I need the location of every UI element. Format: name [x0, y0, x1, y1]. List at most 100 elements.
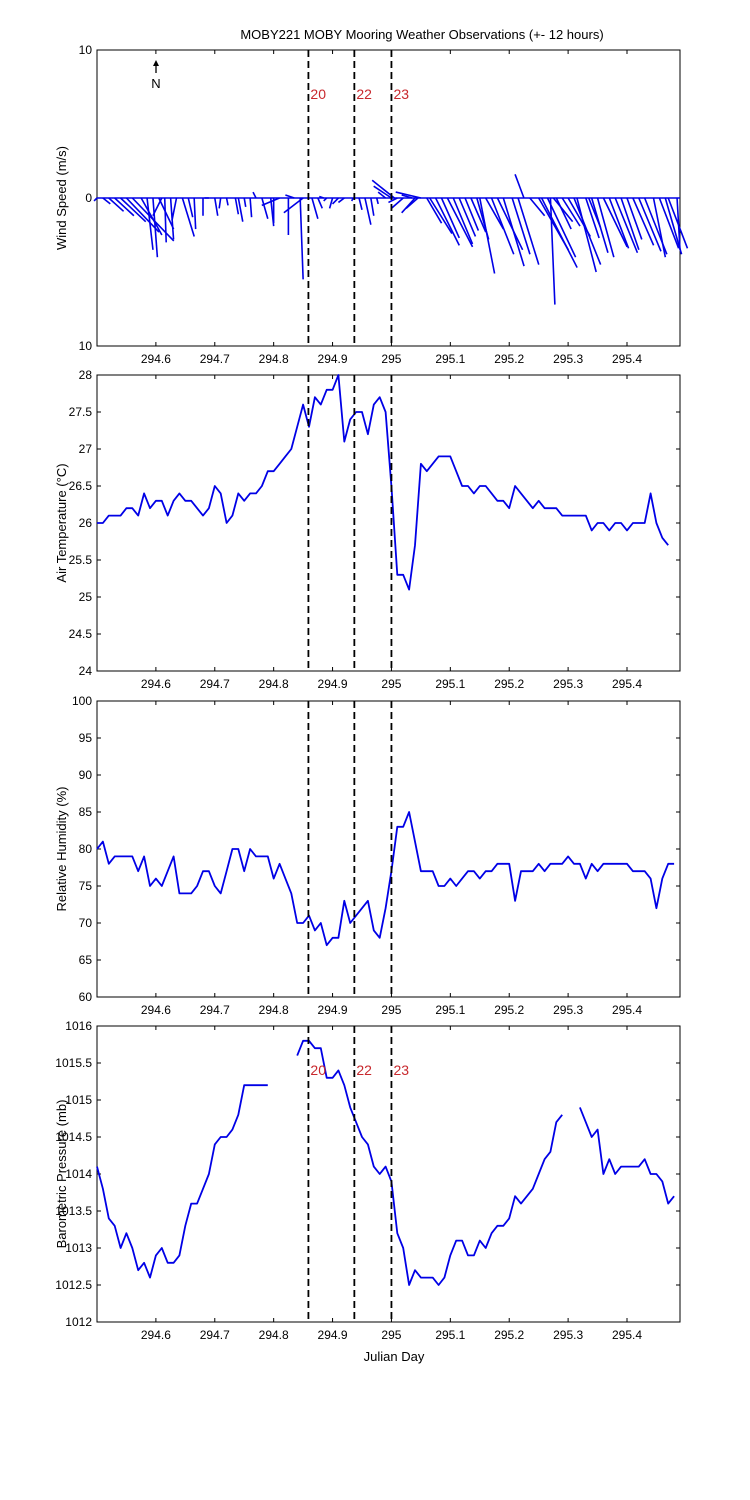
wind-vector — [319, 195, 324, 199]
x-tick-label: 295.2 — [494, 677, 524, 691]
y-tick-label: 26 — [79, 516, 93, 530]
x-tick-label: 295.1 — [435, 1328, 465, 1342]
wind-vector — [426, 197, 443, 224]
wind-vector — [337, 197, 345, 204]
wind-vector — [632, 197, 655, 246]
x-tick-label: 295.2 — [494, 1328, 524, 1342]
y-tick-label: 95 — [79, 731, 93, 745]
wind-vector — [283, 197, 304, 214]
pressure-panel: 294.6 294.7 294.8 294.9 295 295.1 295.2 295.3 29… — [54, 1019, 681, 1342]
y-tick-label: 1014.5 — [55, 1130, 92, 1144]
wind-vector — [614, 197, 639, 254]
wind-vector — [608, 197, 630, 249]
x-tick-label: 295 — [381, 1003, 401, 1017]
wind-vector — [484, 197, 505, 230]
x-tick-label: 295.3 — [553, 352, 583, 366]
x-tick-label: 295.3 — [553, 1003, 583, 1017]
y-axis-label: Air Temperature (°C) — [54, 463, 69, 582]
x-tick-label: 295 — [381, 352, 401, 366]
y-tick-label: 1016 — [65, 1019, 92, 1033]
wind-vector — [502, 197, 525, 267]
y-tick-label: 1012 — [65, 1315, 92, 1329]
wind-vector — [114, 197, 135, 217]
wind-vector — [658, 197, 680, 249]
wind-vector — [234, 197, 240, 215]
series-line — [97, 374, 669, 591]
wind-vector — [620, 197, 640, 251]
x-tick-label: 295.4 — [612, 677, 642, 691]
wind-vector — [458, 197, 477, 237]
y-tick-label: 24.5 — [69, 627, 93, 641]
wind-vector — [470, 197, 487, 233]
wind-vector — [540, 197, 578, 268]
x-tick-label: 294.8 — [259, 1003, 289, 1017]
y-tick-label: 85 — [79, 805, 93, 819]
wind-vector — [218, 197, 222, 209]
wind-vector — [405, 197, 419, 209]
wind-vector — [171, 197, 178, 221]
wind-vector — [573, 197, 602, 265]
x-tick-label: 294.6 — [141, 1003, 171, 1017]
y-axis-label: Barometric Pressure (mb) — [54, 1100, 69, 1249]
y-axis-label: Relative Humidity (%) — [54, 787, 69, 912]
wind-vector — [237, 197, 244, 222]
wind-vector — [364, 197, 372, 225]
y-tick-label: 100 — [72, 694, 92, 708]
y-tick-label: 80 — [79, 842, 93, 856]
event-marker-label: 20 — [310, 1062, 326, 1078]
event-marker-label: 23 — [393, 1062, 409, 1078]
wind-vector — [561, 197, 581, 227]
wind-vector — [590, 197, 609, 253]
x-tick-label: 295.4 — [612, 1003, 642, 1017]
wind-vector — [370, 197, 375, 216]
wind-vector — [446, 197, 474, 248]
y-tick-label: 1012.5 — [55, 1278, 92, 1292]
x-tick-label: 294.9 — [318, 1003, 348, 1017]
y-axis-label: Wind Speed (m/s) — [54, 146, 69, 250]
wind-vector — [375, 197, 379, 205]
y-tick-label: 27.5 — [69, 405, 93, 419]
event-marker-label: 23 — [393, 86, 409, 102]
wind-vector — [350, 197, 354, 202]
x-tick-label: 294.7 — [200, 1328, 230, 1342]
y-tick-label: 24 — [79, 664, 93, 678]
wind-panel: 294.6 294.7 294.8 294.9 295 295.1 295.2 295.3 29… — [54, 43, 689, 366]
panels: 294.6 294.7 294.8 294.9 295 295.1 295.2 295.3 29… — [54, 43, 689, 1342]
wind-vector — [331, 197, 340, 205]
wind-vector — [529, 197, 546, 217]
x-tick-label: 295.3 — [553, 1328, 583, 1342]
wind-vector — [511, 197, 531, 255]
wind-vector — [546, 197, 577, 258]
wind-vector — [390, 197, 404, 209]
wind-vector — [193, 197, 197, 230]
y-tick-label: 65 — [79, 953, 93, 967]
wind-vector — [213, 197, 219, 216]
wind-vector — [93, 197, 98, 202]
wind-vector — [146, 197, 154, 250]
wind-vector — [552, 197, 574, 223]
wind-vector — [285, 194, 295, 199]
wind-vector — [323, 197, 328, 202]
wind-vector — [311, 197, 319, 219]
wind-vector — [395, 191, 422, 199]
north-label: N — [151, 76, 160, 91]
x-tick-label: 294.9 — [318, 1328, 348, 1342]
x-tick-label: 295.4 — [612, 1328, 642, 1342]
wind-vector — [125, 197, 160, 233]
event-marker-label: 22 — [356, 1062, 372, 1078]
series-line — [96, 1084, 268, 1279]
wind-vector — [478, 197, 496, 274]
wind-vector — [261, 197, 269, 219]
wind-vector — [464, 197, 480, 231]
wind-vector — [377, 191, 387, 199]
wind-vector — [181, 197, 195, 237]
wind-vector — [555, 197, 572, 230]
wind-vector — [596, 197, 615, 258]
y-tick-label: 25.5 — [69, 553, 93, 567]
wind-vector — [602, 197, 628, 248]
plot-frame — [96, 700, 681, 998]
x-tick-label: 295.3 — [553, 677, 583, 691]
chart-title: MOBY221 MOBY Mooring Weather Observation… — [240, 27, 603, 42]
wind-vector — [163, 197, 168, 243]
y-tick-label: 90 — [79, 768, 93, 782]
